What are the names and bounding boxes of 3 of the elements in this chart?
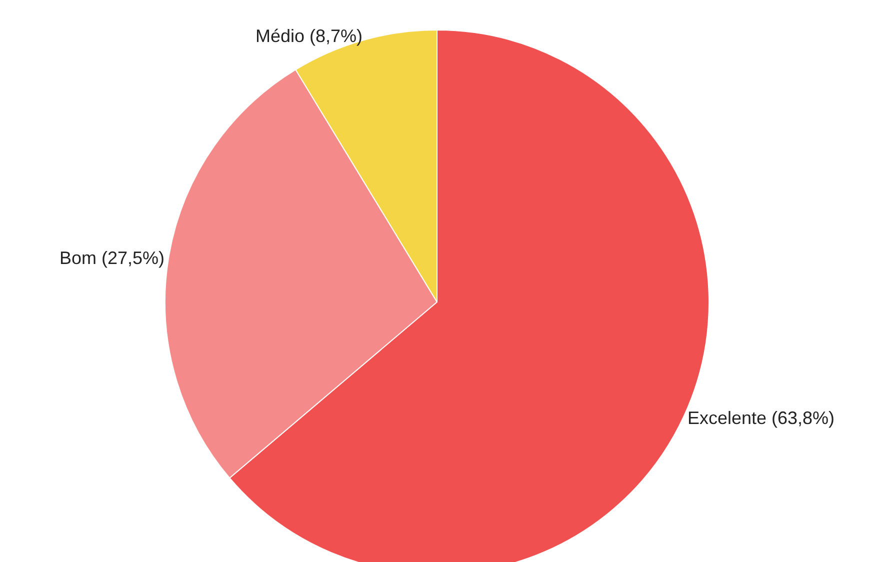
- slice-label: Médio (8,7%): [255, 26, 362, 46]
- slice-label: Excelente (63,8%): [687, 408, 835, 428]
- slice-label: Bom (27,5%): [59, 248, 165, 268]
